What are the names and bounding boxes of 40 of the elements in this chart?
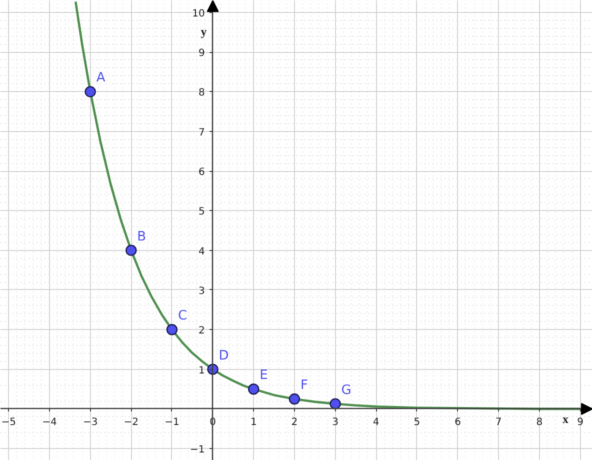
x-tick-label: −2	[124, 416, 139, 428]
y-tick-label: 4	[198, 246, 205, 258]
point	[166, 324, 178, 336]
x-tick-label: −4	[42, 416, 57, 428]
point	[248, 384, 260, 395]
y-tick-label: 6	[198, 167, 205, 178]
x-tick-label: 3	[332, 416, 338, 428]
x-axis-title: x	[562, 412, 568, 426]
x-tick-label: 9	[577, 416, 584, 428]
y-tick-label: 3	[198, 286, 205, 297]
x-tick-label: 4	[372, 416, 380, 428]
x-tick-label: −1	[164, 416, 180, 428]
y-tick-label: 9	[198, 48, 205, 60]
x-tick-label: 7	[495, 416, 502, 428]
x-tick-label: 2	[291, 416, 298, 428]
x-tick-label: 1	[250, 416, 257, 428]
point	[330, 398, 341, 410]
y-tick-label: 2	[198, 326, 205, 337]
y-tick-label: 7	[198, 127, 205, 138]
x-tick-label: 5	[414, 416, 420, 428]
annotation: A	[96, 70, 106, 86]
x-tick-label: −3	[82, 416, 98, 428]
annotation: E	[260, 368, 268, 384]
y-tick-label: 10	[192, 8, 205, 20]
point	[84, 86, 96, 98]
x-tick-label: −5	[1, 416, 16, 428]
point	[288, 393, 300, 405]
point	[126, 244, 137, 256]
annotation: C	[178, 308, 188, 324]
x-tick-label: 8	[536, 416, 543, 428]
x-tick-label: 6	[454, 416, 461, 428]
annotation: G	[341, 382, 352, 398]
y-tick-label: 5	[198, 206, 205, 218]
annotation: D	[218, 348, 229, 364]
y-tick-label: 8	[198, 88, 205, 99]
y-tick-label: 1	[198, 365, 205, 376]
annotation: F	[300, 378, 308, 394]
y-tick-label: −1	[190, 444, 205, 456]
annotation: B	[137, 229, 146, 244]
y-axis-title: y	[200, 24, 207, 38]
